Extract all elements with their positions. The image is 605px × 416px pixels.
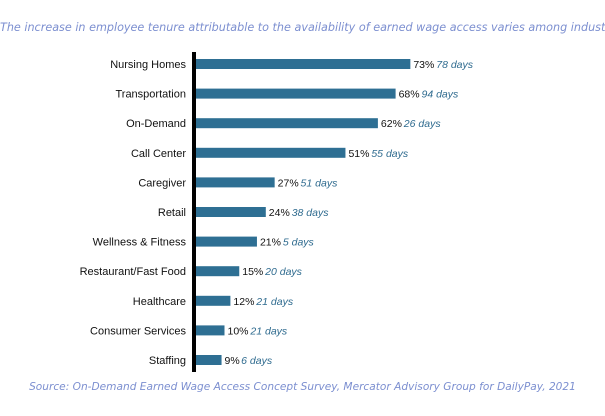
days-label: 51 days [301,177,339,189]
value-label: 62% [381,118,402,130]
category-label: Call Center [131,148,186,160]
value-label: 51% [348,148,369,160]
value-label: 24% [269,207,290,219]
days-label: 20 days [264,266,303,278]
days-label: 21 days [255,296,294,308]
days-label: 78 days [436,59,474,71]
category-label: Restaurant/Fast Food [80,266,186,278]
category-label: Nursing Homes [110,59,186,71]
category-label: Staffing [149,355,186,367]
value-label: 12% [233,296,254,308]
bar [195,325,225,336]
days-label: 21 days [249,325,288,337]
chart-title: The increase in employee tenure attribut… [0,21,605,34]
category-label: Retail [158,207,186,219]
days-label: 94 days [422,89,460,101]
bar [195,236,257,247]
category-label: Transportation [115,89,186,101]
category-label: Caregiver [138,177,186,189]
value-label: 21% [260,237,281,249]
value-label: 9% [225,355,240,367]
bar [195,59,411,69]
bar [195,88,396,99]
category-label: On-Demand [126,118,186,130]
value-label: 68% [399,89,420,101]
days-label: 26 days [403,118,442,130]
category-label: Healthcare [133,296,186,308]
days-label: 55 days [371,148,409,160]
bar [195,295,231,306]
bar [195,355,222,365]
days-label: 5 days [283,237,315,249]
value-label: 73% [413,59,434,71]
bar [195,147,346,158]
bar [195,207,266,217]
value-label: 10% [228,325,249,337]
bar [195,266,240,277]
chart-source-note: Source: On-Demand Earned Wage Access Con… [29,381,576,393]
category-label: Consumer Services [90,325,186,337]
value-label: 15% [242,266,263,278]
value-label: 27% [278,177,299,189]
y-axis-line [192,52,196,372]
category-label: Wellness & Fitness [93,237,187,249]
days-label: 6 days [241,355,273,367]
bar [195,118,378,129]
days-label: 38 days [292,207,330,219]
bar [195,177,275,188]
